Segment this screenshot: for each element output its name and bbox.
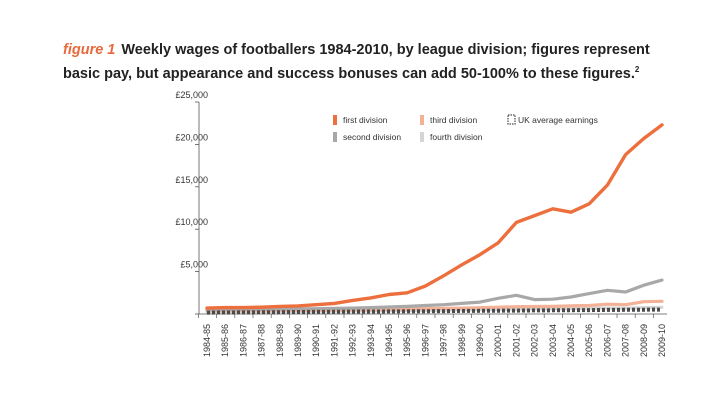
x-tick-label: 1996-97 (420, 324, 430, 357)
figure-label: figure 1 (63, 42, 116, 58)
legend-label-fourth-division: fourth division (430, 132, 483, 142)
x-tick-label: 2008-09 (639, 324, 649, 357)
x-tick-label: 1992-93 (348, 324, 358, 357)
x-tick-label: 1989-90 (293, 324, 303, 357)
y-tick-label: £25,000 (175, 90, 208, 100)
x-tick-label: 2002-03 (530, 324, 540, 357)
x-tick-label: 1995-96 (402, 324, 412, 357)
x-tick-label: 2009-10 (657, 324, 667, 357)
legend: first division third division UK average e… (333, 114, 598, 142)
x-tick-label: 1990-91 (311, 324, 321, 357)
caption-footnote: 2 (634, 65, 640, 74)
y-tick-label: £5,000 (180, 260, 208, 270)
x-tick-label: 2006-07 (602, 324, 612, 357)
series-line-second-division (205, 278, 664, 312)
legend-label-second-division: second division (343, 132, 401, 142)
legend-label-uk-average-earnings: UK average earnings (518, 115, 598, 125)
figure-caption: figure 1 Weekly wages of footballers 1984… (63, 41, 683, 84)
y-tick-label: £20,000 (175, 132, 208, 142)
x-tick-label: 2005-06 (584, 324, 594, 357)
y-axis: £5,000 £10,000 £15,000 £20,000 £25,000 (175, 90, 208, 315)
x-tick-label: 1994-95 (384, 324, 394, 357)
x-tick-label: 1997-98 (439, 324, 449, 357)
x-tick-label: 1986-87 (238, 324, 248, 357)
legend-swatch-first-division (333, 115, 337, 125)
x-tick-label: 2007-08 (621, 324, 631, 357)
legend-swatch-fourth-division (420, 132, 424, 142)
x-tick-label: 1999-00 (475, 324, 485, 357)
legend-swatch-second-division (333, 132, 337, 142)
x-tick-label: 1988-89 (275, 324, 285, 357)
series-line-uk-average-earnings (206, 307, 663, 315)
legend-swatch-uk-average-earnings (507, 114, 516, 125)
legend-swatch-third-division (420, 115, 424, 125)
x-tick-label: 1993-94 (366, 324, 376, 357)
x-tick-label: 1991-92 (329, 324, 339, 357)
x-tick-label: 1985-86 (220, 324, 230, 357)
caption-text: Weekly wages of footballers 1984-2010, b… (63, 42, 650, 82)
y-tick-label: £15,000 (175, 175, 208, 185)
x-tick-label: 2000-01 (493, 324, 503, 357)
series-group (205, 123, 664, 315)
x-tick-label: 2003-04 (548, 324, 558, 357)
x-tick-label: 2004-05 (566, 324, 576, 357)
legend-label-first-division: first division (343, 115, 388, 125)
x-tick-label: 1987-88 (257, 324, 267, 357)
y-tick-label: £10,000 (175, 217, 208, 227)
series-line-first-division (205, 123, 664, 310)
x-tick-label: 1998-99 (457, 324, 467, 357)
x-tick-label: 1984-85 (202, 324, 212, 357)
x-tick-label: 2001-02 (511, 324, 521, 357)
x-axis: 1984-85 1985-86 1986-87 1987-88 1988-89 1989-… (198, 313, 667, 357)
legend-label-third-division: third division (430, 115, 478, 125)
